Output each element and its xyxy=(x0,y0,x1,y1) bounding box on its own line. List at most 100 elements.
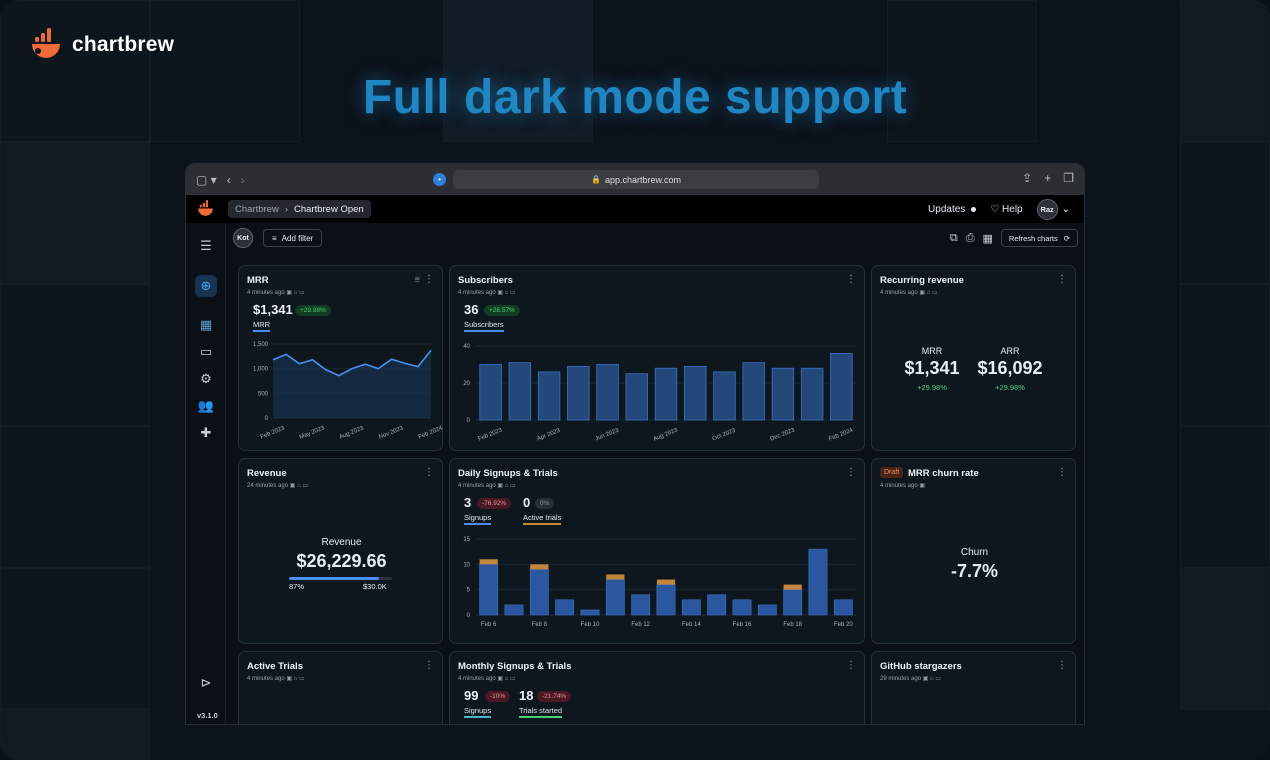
bar xyxy=(625,373,648,421)
x-tick-label: Feb 2023 xyxy=(477,427,503,442)
signups-change-badge: -10% xyxy=(485,691,511,702)
y-tick-label: 0 xyxy=(467,418,471,424)
updates-dot-icon xyxy=(971,207,977,212)
headline: Full dark mode support xyxy=(362,71,908,124)
user-menu[interactable]: Raz ⌄ xyxy=(1036,199,1070,220)
signups-bar xyxy=(783,589,803,616)
breadcrumb-project[interactable]: Chartbrew Open xyxy=(294,203,364,215)
legend-signups[interactable]: Signups xyxy=(464,706,492,718)
mrr-line-chart: 0 500 1,000 1,500 Feb 2023 May 2023 Aug 2023 No… xyxy=(253,342,442,441)
x-tick-label: Feb 2023 xyxy=(260,425,286,440)
breadcrumb-team[interactable]: Chartbrew xyxy=(235,203,279,215)
y-tick-label: 0 xyxy=(265,416,269,422)
chartbrew-logo: chartbrew xyxy=(28,26,174,64)
new-tab-icon[interactable]: + xyxy=(1044,171,1052,185)
signups-bar xyxy=(833,599,853,616)
x-tick-label: Aug 2023 xyxy=(653,427,680,442)
revenue-kpi: Revenue $26,229.66 xyxy=(239,537,442,572)
password-icon[interactable]: • xyxy=(433,173,446,186)
legend-active-trials[interactable]: Active trials xyxy=(523,513,562,525)
draft-badge: Draft xyxy=(880,467,904,478)
filter-icon: ≡ xyxy=(272,233,277,243)
y-tick-label: 1,000 xyxy=(253,367,269,373)
filter-icon[interactable]: ⩸ xyxy=(414,274,420,284)
x-tick-label: Feb 18 xyxy=(783,622,802,628)
churn-kpi: Churn -7.7% xyxy=(872,547,1075,582)
more-menu-icon[interactable]: ⋮ xyxy=(1057,274,1067,285)
help-button[interactable]: ♡ Help xyxy=(990,204,1022,215)
signups-bar xyxy=(580,609,600,616)
share-icon[interactable]: ⇪ xyxy=(1022,171,1033,185)
card-title: Revenue xyxy=(247,468,287,479)
legend-item[interactable]: MRR xyxy=(253,320,271,332)
refresh-label: Refresh charts xyxy=(1008,233,1058,243)
sidebar-toggle-icon[interactable]: ▢ ▾ xyxy=(196,172,217,187)
collapse-sidebar-icon[interactable]: ⊳ xyxy=(200,675,212,690)
trials-bar xyxy=(606,574,625,580)
updated-time: 29 minutes ago ▣ ⌂ ▭ xyxy=(880,676,941,682)
card-title: Daily Signups & Trials xyxy=(458,468,558,479)
legend-trials-started[interactable]: Trials started xyxy=(519,706,563,718)
app-logo-icon[interactable] xyxy=(196,199,216,219)
updated-time: 24 minutes ago ▣ ⌂ ▭ xyxy=(247,483,308,489)
refresh-icon: ⟳ xyxy=(1063,233,1070,243)
monthly-signups-card: Monthly Signups & Trials ⋮ 4 minutes ago… xyxy=(449,651,865,724)
more-menu-icon[interactable]: ⋮ xyxy=(1057,467,1067,478)
github-stargazers-card: GitHub stargazers ⋮ 29 minutes ago ▣ ⌂ ▭ xyxy=(871,651,1076,724)
more-menu-icon[interactable]: ⋮ xyxy=(846,274,856,285)
more-menu-icon[interactable]: ⋮ xyxy=(424,660,434,671)
toolbar-actions: ⧉ ⎙ ▦ Refresh charts ⟳ xyxy=(950,229,1078,247)
dashboard-icon[interactable]: ▦ xyxy=(199,317,213,332)
more-menu-icon[interactable]: ⋮ xyxy=(424,467,434,478)
signups-bar xyxy=(555,599,575,616)
x-tick-label: Feb 10 xyxy=(581,622,600,628)
legend-signups[interactable]: Signups xyxy=(464,513,492,525)
trials-value: 0 xyxy=(523,495,531,510)
dashboard: Kot ≡ Add filter ⧉ ⎙ ▦ Refresh charts ⟳ MR… xyxy=(227,223,1084,724)
help-label: Help xyxy=(1002,204,1023,215)
user-avatar[interactable]: Raz xyxy=(1036,199,1058,220)
address-bar[interactable]: 🔒 app.chartbrew.com xyxy=(453,170,819,189)
layout-grid-icon[interactable]: ▦ xyxy=(982,232,993,245)
bar xyxy=(684,365,707,421)
daily-signups-card: Daily Signups & Trials ⋮ 4 minutes ago ▣… xyxy=(449,458,865,644)
kpi-change: +29.98% xyxy=(995,383,1025,392)
legend-item[interactable]: Subscribers xyxy=(464,320,504,332)
menu-icon[interactable]: ☰ xyxy=(200,238,212,253)
back-icon[interactable]: ‹ xyxy=(226,172,231,187)
more-menu-icon[interactable]: ⋮ xyxy=(424,274,434,285)
tabs-overview-icon[interactable]: ❐ xyxy=(1063,171,1074,185)
x-tick-label: Feb 8 xyxy=(532,622,548,628)
refresh-charts-button[interactable]: Refresh charts ⟳ xyxy=(1000,229,1078,247)
more-menu-icon[interactable]: ⋮ xyxy=(846,660,856,671)
report-icon[interactable]: ▭ xyxy=(199,344,213,359)
brand-name: chartbrew xyxy=(72,33,175,56)
recurring-revenue-card: Recurring revenue ⋮ 4 minutes ago ▣ ⌂ ▭ … xyxy=(871,265,1076,451)
bar xyxy=(771,367,795,421)
add-chart-icon[interactable]: ⊕ xyxy=(195,275,217,297)
kpi-label: ARR xyxy=(1000,346,1020,356)
trials-bar xyxy=(656,579,676,585)
export-icon[interactable]: ⎙ xyxy=(965,231,975,244)
bar xyxy=(830,352,853,421)
more-menu-icon[interactable]: ⋮ xyxy=(1057,660,1067,671)
updates-button[interactable]: Updates xyxy=(928,204,977,215)
users-icon[interactable]: 👥 xyxy=(197,398,215,413)
subscribers-bar-chart: 0 20 40 Feb 2023 Apr 2023 Jun 2023 Aug 2023 Oct… xyxy=(463,344,856,443)
team-avatar[interactable]: Kot xyxy=(233,228,253,248)
signups-value: 3 xyxy=(464,495,472,510)
duplicate-icon[interactable]: ⧉ xyxy=(949,231,958,244)
bar xyxy=(508,362,532,421)
x-tick-label: Apr 2023 xyxy=(536,427,561,442)
bar xyxy=(654,367,678,421)
integrations-puzzle-icon[interactable]: ✚ xyxy=(200,425,212,440)
x-tick-label: May 2023 xyxy=(299,425,326,441)
goal-progress-fill xyxy=(289,577,379,580)
forward-icon[interactable]: › xyxy=(240,172,245,187)
more-menu-icon[interactable]: ⋮ xyxy=(846,467,856,478)
card-title: Monthly Signups & Trials xyxy=(458,661,572,672)
settings-gear-icon[interactable]: ⚙ xyxy=(200,371,212,386)
kpi-value: $16,092 xyxy=(977,358,1043,378)
add-filter-button[interactable]: ≡ Add filter xyxy=(263,229,323,247)
